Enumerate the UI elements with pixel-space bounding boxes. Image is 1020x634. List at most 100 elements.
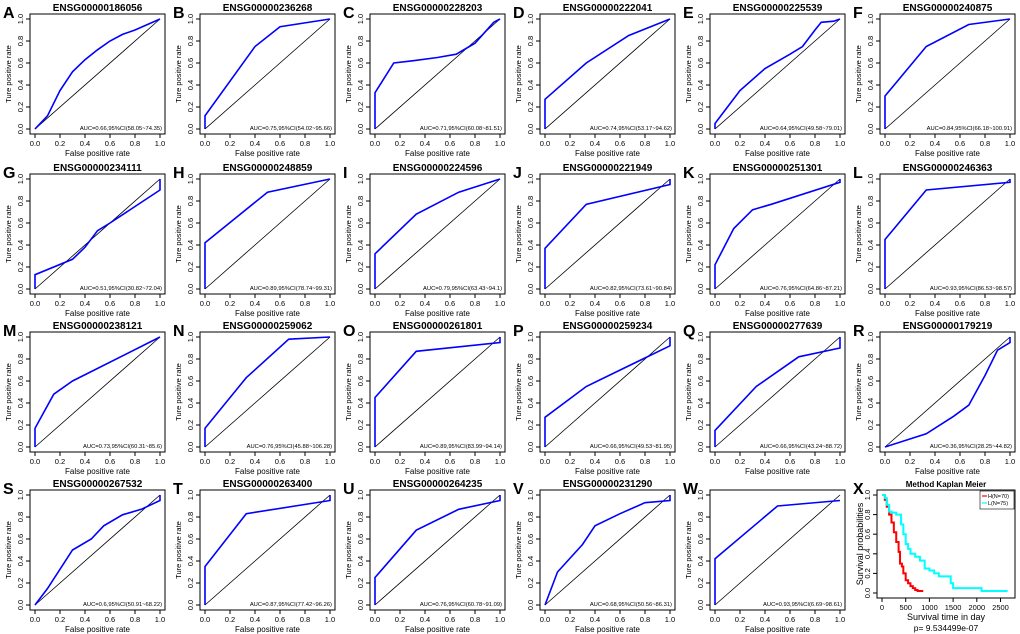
auc-label: AUC=0.87,95%CI(77.42~96.26) — [250, 602, 332, 608]
plot-frame — [369, 173, 506, 295]
x-tick-label: 0.8 — [470, 299, 480, 308]
y-tick-label: 0.2 — [696, 578, 705, 588]
roc-curve — [34, 336, 161, 447]
y-tick-label: 0.4 — [186, 240, 195, 250]
y-tick-label: 0.2 — [526, 420, 535, 430]
y-axis-label: Ture positive rate — [514, 363, 523, 421]
x-tick-label: 0.0 — [200, 299, 210, 308]
diagonal-reference-line — [204, 18, 331, 130]
y-tick-label: 0.4 — [16, 240, 25, 250]
diagonal-reference-line — [374, 18, 501, 130]
plot-frame — [369, 331, 506, 453]
x-axis-label: False positive rate — [915, 309, 980, 318]
y-tick-label: 0.8 — [186, 354, 195, 364]
y-tick-label: 0.2 — [186, 262, 195, 272]
x-tick-label: 0.0 — [30, 457, 40, 466]
x-tick-label: 0.8 — [130, 457, 140, 466]
x-tick-label: 0.0 — [710, 615, 720, 624]
x-tick-label: 0.6 — [615, 139, 625, 148]
roc-curve — [374, 495, 501, 605]
y-axis-label: Ture positive rate — [344, 363, 353, 421]
y-tick-label: 0.6 — [526, 218, 535, 228]
x-tick-label: 1500 — [945, 603, 962, 612]
y-axis-label: Ture positive rate — [684, 521, 693, 579]
x-tick-label: 0.2 — [565, 299, 575, 308]
y-tick-label: 0.4 — [356, 80, 365, 90]
y-tick-label: 0.0 — [16, 442, 25, 452]
x-tick-label: 0.0 — [30, 615, 40, 624]
plot-frame — [199, 13, 336, 135]
p-value: p= 9.534499e-07 — [914, 623, 979, 633]
y-tick-label: 0.6 — [866, 376, 875, 386]
x-axis-label: False positive rate — [405, 149, 470, 158]
y-tick-label: 1.0 — [356, 14, 365, 24]
y-tick-label: 0.6 — [356, 218, 365, 228]
y-tick-label: 0.6 — [356, 376, 365, 386]
panel-title: ENSG00000251301 — [733, 163, 823, 174]
auc-label: AUC=0.64,95%CI(49.58~79.01) — [760, 126, 842, 132]
x-tick-label: 0.4 — [760, 139, 770, 148]
x-axis-label: False positive rate — [235, 625, 300, 634]
x-tick-label: 0.0 — [710, 457, 720, 466]
panel-letter: K — [683, 165, 695, 182]
y-tick-label: 1.0 — [696, 174, 705, 184]
panel-letter: U — [343, 481, 355, 498]
roc-curve — [544, 337, 671, 447]
x-tick-label: 1.0 — [155, 299, 165, 308]
x-tick-label: 1.0 — [325, 299, 335, 308]
roc-curve — [714, 499, 841, 605]
y-tick-label: 1.0 — [356, 174, 365, 184]
diagonal-reference-line — [204, 336, 331, 448]
y-axis-label: Ture positive rate — [514, 205, 523, 263]
panel-letter: N — [173, 323, 185, 340]
panel-title: ENSG00000246363 — [903, 163, 993, 174]
panel-title: ENSG00000236268 — [223, 3, 313, 14]
x-tick-label: 0.6 — [445, 615, 455, 624]
x-axis-label: False positive rate — [575, 309, 640, 318]
y-tick-label: 0.8 — [356, 512, 365, 522]
roc-curve — [884, 18, 1011, 129]
y-tick-label: 0.6 — [863, 529, 872, 539]
x-tick-label: 0.6 — [275, 615, 285, 624]
x-tick-label: 0.8 — [810, 139, 820, 148]
y-tick-label: 0.8 — [16, 196, 25, 206]
roc-panel-o: O ENSG00000261801 0.0 0.2 0.4 0.6 0.8 1.0 0.0 0.2… — [343, 321, 506, 476]
x-axis-label: False positive rate — [235, 309, 300, 318]
x-tick-label: 0.8 — [300, 615, 310, 624]
panel-letter: J — [513, 165, 522, 182]
x-tick-label: 0.4 — [760, 457, 770, 466]
x-tick-label: 0.4 — [930, 139, 940, 148]
x-tick-label: 0.2 — [395, 615, 405, 624]
auc-label: AUC=0.93,95%CI(86.53~98.57) — [930, 286, 1012, 292]
y-tick-label: 0.2 — [696, 102, 705, 112]
roc-panel-g: G ENSG00000234111 0.0 0.2 0.4 0.6 0.8 1.0 0.0 0.2… — [3, 163, 166, 318]
panel-letter: B — [173, 5, 185, 22]
y-tick-label: 0.2 — [16, 102, 25, 112]
y-tick-label: 0.2 — [16, 578, 25, 588]
y-axis-label: Ture positive rate — [344, 205, 353, 263]
x-tick-label: 0.0 — [30, 299, 40, 308]
x-axis-label: False positive rate — [745, 467, 810, 476]
x-tick-label: 0.2 — [225, 139, 235, 148]
y-tick-label: 0.2 — [696, 262, 705, 272]
x-tick-label: 0.4 — [420, 139, 430, 148]
diagonal-reference-line — [714, 18, 841, 130]
x-tick-label: 0.6 — [785, 457, 795, 466]
x-tick-label: 0.6 — [615, 615, 625, 624]
x-tick-label: 0.0 — [540, 139, 550, 148]
y-tick-label: 1.0 — [526, 14, 535, 24]
y-tick-label: 0.6 — [696, 218, 705, 228]
roc-panel-s: S ENSG00000267532 0.0 0.2 0.4 0.6 0.8 1.0 0.0 0.2… — [3, 479, 166, 634]
plot-frame — [879, 173, 1016, 295]
y-tick-label: 0.0 — [186, 284, 195, 294]
y-tick-label: 0.6 — [186, 218, 195, 228]
x-tick-label: 0.4 — [930, 299, 940, 308]
y-tick-label: 1.0 — [866, 332, 875, 342]
roc-panel-e: E ENSG00000225539 0.0 0.2 0.4 0.6 0.8 1.0 0.0 0.2… — [683, 3, 846, 158]
y-tick-label: 0.4 — [866, 80, 875, 90]
plot-frame — [539, 13, 676, 135]
y-tick-label: 0.2 — [866, 420, 875, 430]
auc-label: AUC=0.71,95%CI(60.08~81.51) — [420, 126, 502, 132]
x-tick-label: 0.8 — [130, 615, 140, 624]
y-tick-label: 0.2 — [186, 102, 195, 112]
